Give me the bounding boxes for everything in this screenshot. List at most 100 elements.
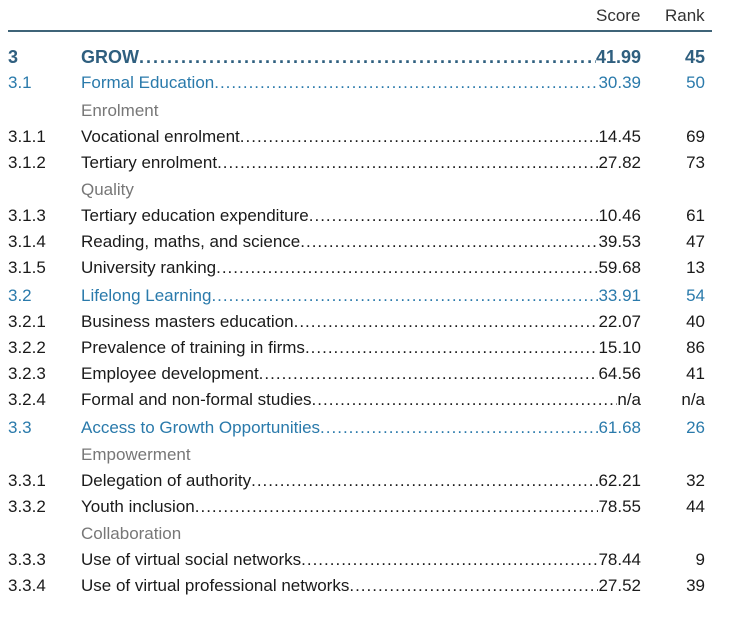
row-rank: 32 bbox=[686, 471, 705, 490]
row-number: 3.3.1 bbox=[8, 471, 46, 490]
row-rank: 73 bbox=[686, 153, 705, 172]
indicator-row: 3.3.3 Use of virtual social networks 78.44… bbox=[0, 548, 730, 572]
indicator-row: 3.3.4 Use of virtual professional network… bbox=[0, 574, 730, 598]
row-score: 27.52 bbox=[598, 576, 641, 595]
dot-leader bbox=[259, 362, 599, 386]
dot-leader bbox=[195, 495, 599, 519]
row-label: Employee development bbox=[81, 364, 259, 383]
row-score: 78.55 bbox=[598, 497, 641, 516]
indicator-row: 3.1.5 University ranking 59.68 13 bbox=[0, 256, 730, 280]
indicator-row: 3.2.2 Prevalence of training in firms 15.1… bbox=[0, 336, 730, 360]
row-rank: 44 bbox=[686, 497, 705, 516]
row-rank: 61 bbox=[686, 206, 705, 225]
row-number: 3.3.2 bbox=[8, 497, 46, 516]
row-rank: 39 bbox=[686, 576, 705, 595]
dot-leader bbox=[349, 574, 598, 598]
row-number: 3.1.1 bbox=[8, 127, 46, 146]
row-rank: n/a bbox=[681, 390, 705, 409]
row-number: 3.1.2 bbox=[8, 153, 46, 172]
row-score: 33.91 bbox=[598, 286, 641, 305]
row-number: 3.1.5 bbox=[8, 258, 46, 277]
row-number: 3.2.4 bbox=[8, 390, 46, 409]
row-label: Use of virtual professional networks bbox=[81, 576, 350, 595]
dot-leader bbox=[139, 45, 596, 69]
row-rank: 45 bbox=[684, 47, 705, 67]
group-label: Collaboration bbox=[81, 524, 182, 543]
row-label: GROW bbox=[81, 47, 139, 67]
row-label-line: Vocational enrolment 14.45 bbox=[81, 125, 641, 149]
row-rank: 9 bbox=[695, 550, 705, 569]
row-label-line: Use of virtual social networks 78.44 bbox=[81, 548, 641, 572]
row-label-line: Business masters education 22.07 bbox=[81, 310, 641, 334]
row-score: 15.10 bbox=[598, 338, 641, 357]
row-number: 3.3.3 bbox=[8, 550, 46, 569]
row-label: University ranking bbox=[81, 258, 217, 277]
row-score: 27.82 bbox=[598, 153, 641, 172]
sub-row: 3.1 Formal Education 30.39 50 bbox=[0, 71, 730, 95]
dot-leader bbox=[320, 416, 598, 440]
indicator-row: 3.3.2 Youth inclusion 78.55 44 bbox=[0, 495, 730, 519]
row-label: Business masters education bbox=[81, 312, 294, 331]
group-heading: Collaboration bbox=[0, 522, 730, 546]
indicator-row: 3.1.4 Reading, maths, and science 39.53 47 bbox=[0, 230, 730, 254]
row-label-line: University ranking 59.68 bbox=[81, 256, 641, 280]
group-heading: Empowerment bbox=[0, 443, 730, 467]
row-rank: 86 bbox=[686, 338, 705, 357]
dot-leader bbox=[240, 125, 599, 149]
row-label-line: Delegation of authority 62.21 bbox=[81, 469, 641, 493]
row-number: 3.2.1 bbox=[8, 312, 46, 331]
row-score: 22.07 bbox=[598, 312, 641, 331]
row-score: 64.56 bbox=[598, 364, 641, 383]
dot-leader bbox=[251, 469, 598, 493]
row-score: 10.46 bbox=[598, 206, 641, 225]
row-rank: 69 bbox=[686, 127, 705, 146]
row-number: 3.1.3 bbox=[8, 206, 46, 225]
row-score: 59.68 bbox=[598, 258, 641, 277]
row-label: Reading, maths, and science bbox=[81, 232, 301, 251]
indicator-row: 3.2.4 Formal and non-formal studies n/a n/a bbox=[0, 388, 730, 412]
dot-leader bbox=[217, 151, 598, 175]
group-label: Enrolment bbox=[81, 101, 159, 120]
row-label-line: Lifelong Learning 33.91 bbox=[81, 284, 641, 308]
row-rank: 47 bbox=[686, 232, 705, 251]
row-label: Prevalence of training in firms bbox=[81, 338, 305, 357]
row-label: Use of virtual social networks bbox=[81, 550, 302, 569]
group-heading: Quality bbox=[0, 178, 730, 202]
row-score: 78.44 bbox=[598, 550, 641, 569]
dot-leader bbox=[301, 548, 598, 572]
row-label-line: GROW 41.99 bbox=[81, 45, 641, 69]
row-rank: 50 bbox=[686, 73, 705, 92]
row-score: n/a bbox=[617, 390, 641, 409]
group-label: Quality bbox=[81, 180, 134, 199]
row-label: Youth inclusion bbox=[81, 497, 195, 516]
row-label-line: Tertiary education expenditure 10.46 bbox=[81, 204, 641, 228]
dot-leader bbox=[309, 204, 599, 228]
row-label-line: Reading, maths, and science 39.53 bbox=[81, 230, 641, 254]
row-label-line: Access to Growth Opportunities 61.68 bbox=[81, 416, 641, 440]
row-rank: 41 bbox=[686, 364, 705, 383]
header-rule bbox=[8, 30, 712, 32]
score-column-header: Score bbox=[596, 6, 641, 25]
indicator-row: 3.2.3 Employee development 64.56 41 bbox=[0, 362, 730, 386]
row-score: 41.99 bbox=[595, 47, 641, 67]
row-score: 61.68 bbox=[598, 418, 641, 437]
row-number: 3.2.3 bbox=[8, 364, 46, 383]
row-number: 3.2.2 bbox=[8, 338, 46, 357]
row-label: Formal and non-formal studies bbox=[81, 390, 312, 409]
row-label: Vocational enrolment bbox=[81, 127, 240, 146]
dot-leader bbox=[294, 310, 599, 334]
rank-column-header: Rank bbox=[665, 6, 705, 25]
row-label: Tertiary enrolment bbox=[81, 153, 218, 172]
group-label: Empowerment bbox=[81, 445, 191, 464]
indicator-row: 3.1.2 Tertiary enrolment 27.82 73 bbox=[0, 151, 730, 175]
row-number: 3 bbox=[8, 47, 19, 67]
row-number: 3.1 bbox=[8, 73, 32, 92]
dot-leader bbox=[300, 230, 598, 254]
row-label-line: Prevalence of training in firms 15.10 bbox=[81, 336, 641, 360]
dot-leader bbox=[305, 336, 599, 360]
row-number: 3.2 bbox=[8, 286, 32, 305]
row-label: Formal Education bbox=[81, 73, 215, 92]
row-rank: 54 bbox=[686, 286, 705, 305]
indicator-row: 3.2.1 Business masters education 22.07 40 bbox=[0, 310, 730, 334]
row-rank: 26 bbox=[686, 418, 705, 437]
